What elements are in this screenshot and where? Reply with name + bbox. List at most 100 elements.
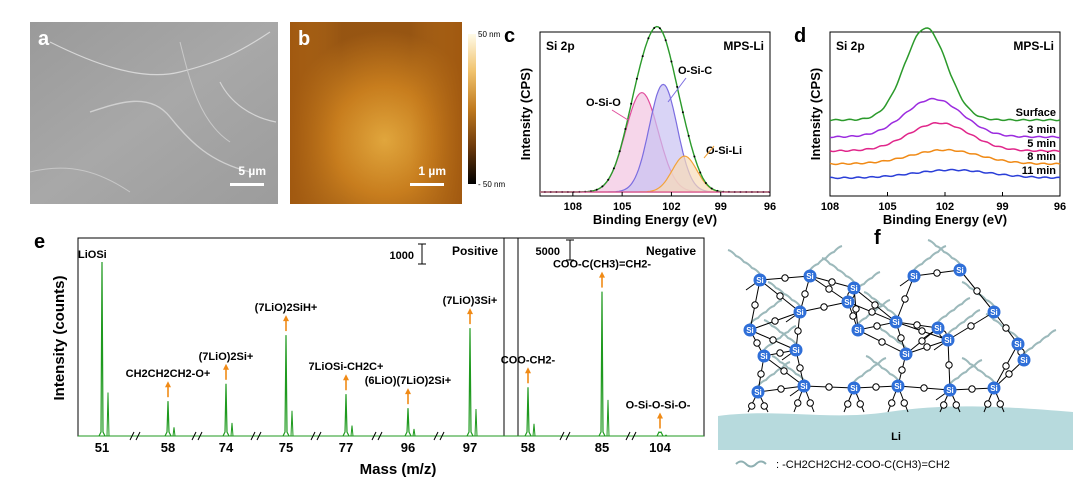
negative-peak-104 [656, 431, 664, 437]
data-point [607, 178, 610, 181]
data-point [601, 185, 604, 188]
positive-peak-77-isotope [350, 425, 354, 437]
data-point [658, 27, 661, 30]
x-tick-label: 108 [564, 201, 582, 213]
negative-peak-104-isotope [664, 434, 668, 437]
annotation-77: 7LiOSi-CH2C+ [309, 361, 384, 373]
si-atom-label: Si [902, 350, 910, 359]
x-tick-label: 75 [279, 440, 293, 455]
data-point [624, 128, 627, 130]
xlabel-c: Binding Energy (eV) [593, 212, 717, 227]
oxygen-atom [984, 400, 992, 408]
series-line-8-min [829, 148, 1061, 166]
si-atom-label: Si [910, 272, 918, 281]
x-tick-label: 97 [463, 440, 477, 455]
data-point [681, 111, 684, 114]
data-point [704, 182, 707, 184]
data-point [641, 55, 644, 58]
peak-arrowhead [223, 363, 229, 370]
positive-label: Positive [452, 244, 498, 258]
oxygen-atom [825, 285, 833, 293]
data-point [612, 167, 615, 170]
annotation-51: LiOSi [78, 249, 107, 261]
si-atom [1011, 337, 1025, 351]
annotation-neg-104: O-Si-O-Si-O- [626, 400, 691, 412]
si-atom-label: Si [1020, 356, 1028, 365]
si-atom-label: Si [990, 308, 998, 317]
oxygen-atom [888, 399, 896, 407]
axis-break [191, 431, 203, 441]
axis-break [559, 431, 571, 441]
side-chain [947, 309, 981, 335]
series-line-5-min [829, 122, 1061, 153]
x-tick-label: 104 [649, 440, 671, 455]
scale-bar-label-b: 1 µm [418, 164, 446, 178]
oxygen-atom [920, 384, 928, 392]
colorbar-min-label: - 50 nm [478, 180, 506, 189]
positive-peak-74 [222, 383, 230, 437]
scale-bar-label-a: 5 µm [238, 164, 266, 178]
series-label: 8 min [1027, 151, 1056, 163]
si-atom [841, 295, 855, 309]
oxygen-atom [780, 367, 788, 375]
side-chain [767, 281, 801, 307]
title-right-d: MPS-Li [1013, 39, 1054, 53]
negative-scale-bar [566, 239, 574, 261]
oxygen-atom [794, 399, 802, 407]
series-label: Surface [1016, 107, 1056, 119]
oxygen-atom [940, 401, 948, 409]
series-label: 3 min [1027, 124, 1056, 136]
si-atom-label: Si [854, 326, 862, 335]
oxygen-atom [968, 385, 976, 393]
peak-arrowhead [283, 315, 289, 322]
oxygen-atom [776, 292, 784, 300]
si-atom-label: Si [990, 384, 998, 393]
si-atom-label: Si [892, 318, 900, 327]
positive-peak-96 [404, 408, 412, 437]
label-leader-o-si-li [703, 145, 715, 159]
annotation-97: (7LiO)3Si+ [443, 295, 498, 307]
si-atom [891, 379, 905, 393]
title-right-c: MPS-Li [723, 39, 764, 53]
si-atom [789, 343, 803, 357]
oxygen-atom [751, 301, 759, 309]
positive-peak-77 [342, 394, 350, 437]
si-atom-label: Si [946, 386, 954, 395]
si-atom-label: Si [850, 284, 858, 293]
si-atom-label: Si [746, 326, 754, 335]
x-tick-label: 105 [878, 201, 896, 213]
si-atom-label: Si [894, 382, 902, 391]
oxygen-atom [849, 312, 857, 320]
label-o-si-o: O-Si-O [586, 97, 621, 109]
data-point [630, 102, 633, 105]
x-tick-label: 77 [339, 440, 353, 455]
oxygen-atom [1002, 324, 1010, 332]
side-chain [1023, 329, 1057, 355]
xlabel-e: Mass (m/z) [360, 461, 437, 478]
oxygen-atom [868, 308, 876, 316]
peak-arrowhead [467, 308, 473, 315]
side-chain [853, 357, 887, 383]
data-point [710, 187, 713, 190]
data-point [693, 155, 696, 158]
label-leader-o-si-c [667, 77, 687, 103]
si-atom-label: Si [944, 336, 952, 345]
si-atom [953, 263, 967, 277]
panel-label-c: c [504, 25, 515, 47]
si-atom [803, 269, 817, 283]
series-line-surface [829, 27, 1061, 122]
oxygen-atom [933, 269, 941, 277]
title-left-c: Si 2p [546, 39, 575, 53]
oxygen-atom [777, 385, 785, 393]
positive-peak-75-isotope [290, 410, 294, 437]
series-label: 11 min [1022, 165, 1057, 177]
oxygen-atom [918, 337, 926, 345]
axis-break [250, 431, 262, 441]
side-chain [821, 257, 855, 283]
si-atom-label: Si [800, 382, 808, 391]
peak-arrowhead [657, 412, 663, 419]
oxygen-atom [753, 339, 761, 347]
si-atom-label: Si [934, 324, 942, 333]
oxygen-atom [801, 290, 809, 298]
si-atom-label: Si [956, 266, 964, 275]
